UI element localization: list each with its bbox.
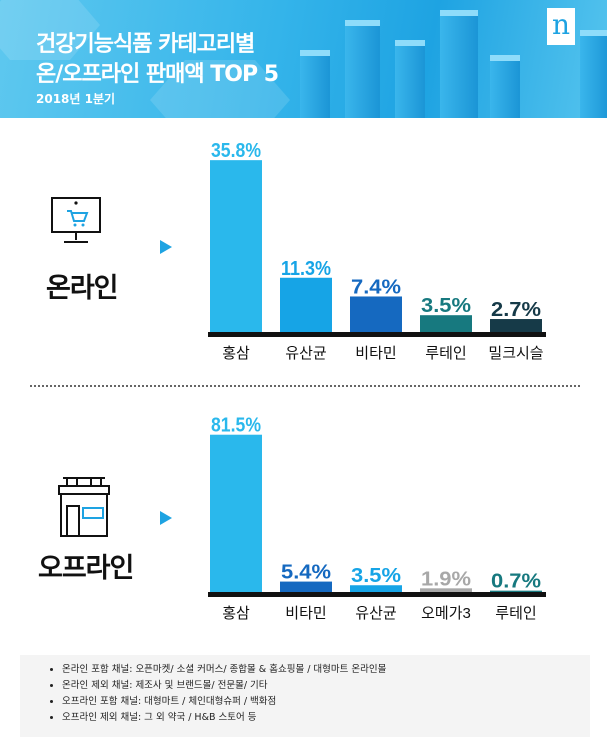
bar bbox=[490, 590, 542, 592]
bar bbox=[350, 585, 402, 592]
bar-value-label: 0.7% bbox=[491, 571, 541, 593]
baseline-axis bbox=[208, 332, 546, 337]
title-line-1: 건강기능식품 카테고리별 bbox=[36, 32, 255, 57]
bar-value-label: 11.3% bbox=[281, 258, 331, 280]
bar bbox=[350, 296, 402, 332]
category-label: 홍삼 bbox=[222, 604, 250, 622]
note-item: 온라인 포함 채널: 오픈마켓/ 소셜 커머스/ 종합몰 & 홈쇼핑몰 / 대형… bbox=[62, 662, 590, 678]
monitor-cart-icon bbox=[51, 197, 101, 243]
bar-value-label: 5.4% bbox=[281, 562, 331, 584]
bar bbox=[490, 319, 542, 332]
arrow-right-icon bbox=[160, 511, 172, 525]
bar bbox=[280, 581, 332, 592]
category-label: 홍삼 bbox=[222, 344, 250, 362]
section-divider bbox=[30, 385, 580, 387]
bar bbox=[210, 434, 262, 592]
category-label: 유산균 bbox=[285, 345, 327, 362]
bar bbox=[420, 315, 472, 332]
notes-box: 온라인 포함 채널: 오픈마켓/ 소셜 커머스/ 종합몰 & 홈쇼핑몰 / 대형… bbox=[20, 655, 590, 737]
offline-bar-chart: 81.5% 홍삼 5.4% 비타민 3.5% 유산균 1.9% 오메가3 0.7% 루테인 bbox=[208, 415, 546, 622]
baseline-axis bbox=[208, 592, 546, 597]
store-icon bbox=[58, 477, 110, 537]
category-label: 비타민 bbox=[285, 605, 326, 622]
category-label: 유산균 bbox=[355, 605, 397, 622]
bar-value-label: 3.5% bbox=[351, 565, 401, 587]
logo: n bbox=[547, 8, 575, 45]
bar-value-label: 2.7% bbox=[491, 299, 541, 321]
note-item: 온라인 제외 채널: 제조사 및 브랜드몰/ 전문몰/ 기타 bbox=[62, 678, 590, 694]
category-label: 루테인 bbox=[425, 345, 466, 362]
category-label: 오메가3 bbox=[421, 605, 471, 622]
note-item: 오프라인 제외 채널: 그 외 약국 / H&B 스토어 등 bbox=[62, 710, 590, 726]
title-line-2: 온/오프라인 판매액 TOP 5 bbox=[36, 62, 279, 87]
bar-value-label: 1.9% bbox=[421, 568, 471, 590]
bar-value-label: 81.5% bbox=[211, 415, 261, 437]
offline-label: 오프라인 bbox=[38, 553, 134, 584]
bar-value-label: 35.8% bbox=[211, 140, 261, 162]
header-banner: 건강기능식품 카테고리별 온/오프라인 판매액 TOP 5 2018년 1분기 … bbox=[0, 0, 607, 118]
bar-value-label: 3.5% bbox=[421, 295, 471, 317]
category-label: 루테인 bbox=[495, 605, 536, 622]
online-label: 온라인 bbox=[46, 273, 119, 304]
category-label: 밀크시슬 bbox=[488, 345, 543, 362]
online-bar-chart: 35.8% 홍삼 11.3% 유산균 7.4% 비타민 3.5% 루테인 2.7% 밀크시슬 bbox=[208, 140, 546, 362]
subtitle: 2018년 1분기 bbox=[36, 92, 116, 106]
bar-value-label: 7.4% bbox=[351, 276, 401, 298]
bar bbox=[420, 588, 472, 592]
note-item: 오프라인 포함 채널: 대형마트 / 체인대형슈퍼 / 백화점 bbox=[62, 694, 590, 710]
bar bbox=[280, 277, 332, 332]
arrow-right-icon bbox=[160, 240, 172, 254]
bar bbox=[210, 160, 262, 332]
category-label: 비타민 bbox=[355, 345, 396, 362]
